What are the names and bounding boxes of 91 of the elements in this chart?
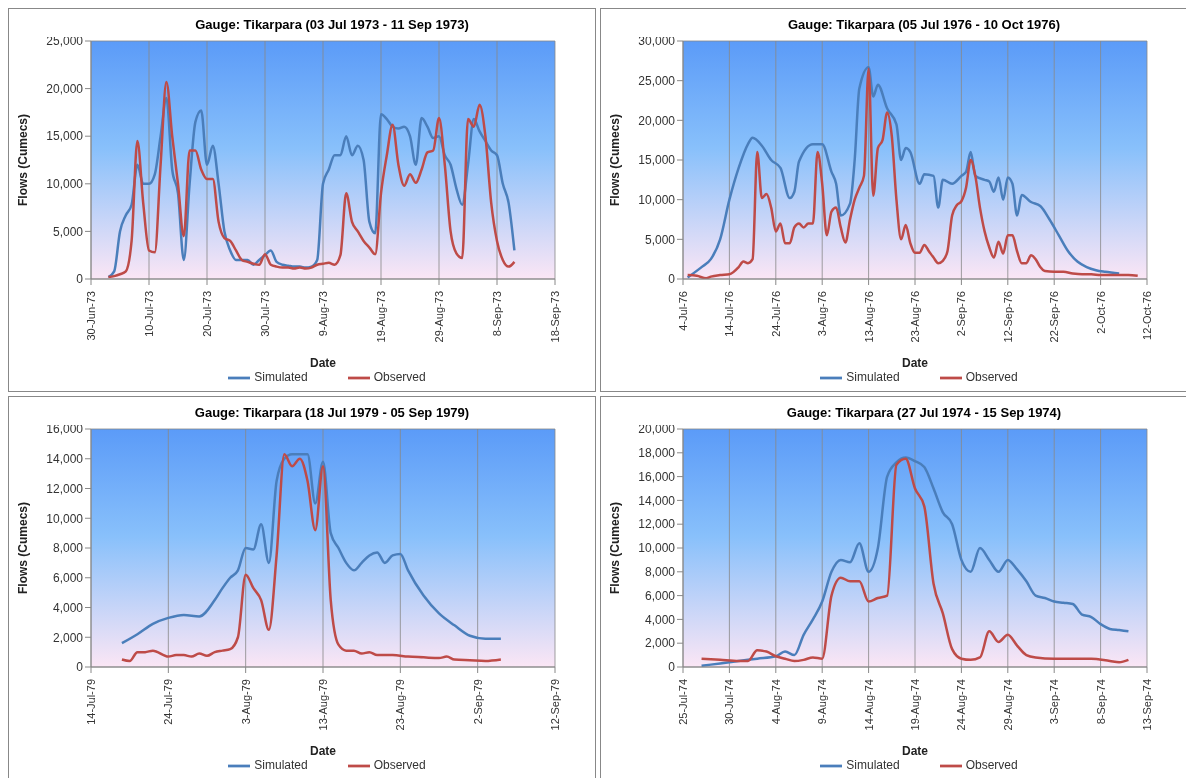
x-tick-label: 8-Sep-73 xyxy=(491,291,503,337)
x-tick-label: 24-Jul-76 xyxy=(769,291,782,337)
y-tick-label: 20,000 xyxy=(46,81,84,96)
legend-label: Simulated xyxy=(846,758,900,773)
x-tick-label: 3-Aug-79 xyxy=(239,679,252,725)
x-tick-label: 29-Aug-74 xyxy=(1001,679,1014,731)
x-tick-label: 23-Aug-79 xyxy=(394,679,407,731)
x-tick-label: 18-Sep-73 xyxy=(549,291,561,343)
y-axis-title: Flows (Cumecs) xyxy=(608,501,623,595)
y-tick-label: 30,000 xyxy=(638,34,676,49)
x-tick-label: 24-Jul-79 xyxy=(162,679,175,725)
y-tick-label: 25,000 xyxy=(638,73,676,88)
x-tick-label: 8-Sep-74 xyxy=(1094,679,1107,725)
y-tick-label: 12,000 xyxy=(46,481,84,496)
y-tick-label: 8,000 xyxy=(644,565,676,580)
chart-title: Gauge: Tikarpara (05 Jul 1976 - 10 Oct 1976) xyxy=(787,17,1061,32)
x-tick-label: 14-Jul-76 xyxy=(723,291,736,337)
legend-label: Simulated xyxy=(254,758,308,773)
x-tick-label: 25-Jul-74 xyxy=(677,679,689,725)
y-tick-label: 0 xyxy=(76,272,84,287)
y-tick-label: 0 xyxy=(668,660,676,675)
x-tick-label: 19-Aug-74 xyxy=(909,679,921,731)
y-tick-label: 12,000 xyxy=(638,517,676,532)
x-tick-label: 14-Jul-79 xyxy=(85,679,97,725)
x-tick-label: 13-Sep-74 xyxy=(1141,679,1153,731)
x-tick-label: 24-Aug-74 xyxy=(955,679,968,731)
chart-title: Gauge: Tikarpara (18 Jul 1979 - 05 Sep 1979) xyxy=(194,405,470,420)
y-tick-label: 16,000 xyxy=(46,422,84,437)
y-tick-label: 6,000 xyxy=(52,571,84,586)
y-tick-label: 10,000 xyxy=(46,511,84,526)
legend-label: Simulated xyxy=(254,370,308,385)
y-tick-label: 16,000 xyxy=(638,469,676,484)
y-tick-label: 25,000 xyxy=(46,34,84,49)
x-tick-label: 2-Sep-79 xyxy=(471,679,484,725)
x-tick-label: 12-Oct-76 xyxy=(1141,291,1153,340)
y-tick-label: 4,000 xyxy=(52,600,84,615)
y-tick-label: 14,000 xyxy=(46,452,84,467)
y-tick-label: 0 xyxy=(668,272,676,287)
chart-title: Gauge: Tikarpara (03 Jul 1973 - 11 Sep 1973) xyxy=(195,17,469,32)
x-axis-title: Date xyxy=(309,356,337,370)
y-axis-title: Flows (Cumecs) xyxy=(16,501,31,595)
y-tick-label: 10,000 xyxy=(638,541,676,556)
y-tick-label: 0 xyxy=(76,660,84,675)
x-tick-label: 4-Jul-76 xyxy=(677,291,689,331)
x-tick-label: 29-Aug-73 xyxy=(433,291,445,343)
y-tick-label: 15,000 xyxy=(638,153,676,168)
x-axis-title: Date xyxy=(901,356,929,370)
y-axis-title: Flows (Cumecs) xyxy=(16,113,31,207)
y-tick-label: 10,000 xyxy=(46,177,84,192)
legend-label: Observed xyxy=(373,758,426,773)
y-tick-label: 14,000 xyxy=(638,493,676,508)
x-tick-label: 2-Sep-76 xyxy=(955,291,968,337)
y-axis-title: Flows (Cumecs) xyxy=(608,113,623,207)
x-tick-label: 30-Jun-73 xyxy=(85,291,97,341)
y-tick-label: 2,000 xyxy=(52,630,84,645)
chart-title: Gauge: Tikarpara (27 Jul 1974 - 15 Sep 1974) xyxy=(786,405,1062,420)
x-tick-label: 3-Sep-74 xyxy=(1048,679,1061,725)
y-tick-label: 18,000 xyxy=(638,446,676,461)
x-tick-label: 23-Aug-76 xyxy=(909,291,921,343)
y-tick-label: 4,000 xyxy=(644,612,676,627)
y-tick-label: 5,000 xyxy=(52,224,84,239)
y-tick-label: 10,000 xyxy=(638,192,676,207)
x-tick-label: 20-Jul-73 xyxy=(201,291,213,337)
x-tick-label: 2-Oct-76 xyxy=(1094,291,1107,334)
x-tick-label: 13-Aug-76 xyxy=(862,291,875,343)
x-tick-label: 30-Jul-73 xyxy=(259,291,271,337)
x-tick-label: 9-Aug-74 xyxy=(816,679,829,725)
y-tick-label: 5,000 xyxy=(644,232,676,247)
legend-label: Observed xyxy=(373,370,426,385)
y-tick-label: 20,000 xyxy=(638,113,676,128)
x-tick-label: 10-Jul-73 xyxy=(143,291,155,337)
y-tick-label: 8,000 xyxy=(52,541,84,556)
x-tick-label: 3-Aug-76 xyxy=(816,291,829,337)
y-tick-label: 15,000 xyxy=(46,129,84,144)
x-tick-label: 14-Aug-74 xyxy=(862,679,875,731)
legend-label: Observed xyxy=(965,758,1018,773)
x-tick-label: 12-Sep-76 xyxy=(1001,291,1014,343)
x-tick-label: 19-Aug-73 xyxy=(375,291,387,343)
y-tick-label: 2,000 xyxy=(644,636,676,651)
x-tick-label: 12-Sep-79 xyxy=(549,679,561,731)
x-tick-label: 22-Sep-76 xyxy=(1048,291,1061,343)
x-tick-label: 4-Aug-74 xyxy=(769,679,782,725)
x-tick-label: 9-Aug-73 xyxy=(317,291,329,337)
x-tick-label: 13-Aug-79 xyxy=(317,679,329,731)
x-axis-title: Date xyxy=(309,744,337,758)
x-axis-title: Date xyxy=(901,744,929,758)
legend-label: Simulated xyxy=(846,370,900,385)
y-tick-label: 6,000 xyxy=(644,588,676,603)
x-tick-label: 30-Jul-74 xyxy=(723,679,736,725)
y-tick-label: 20,000 xyxy=(638,422,676,437)
legend-label: Observed xyxy=(965,370,1018,385)
